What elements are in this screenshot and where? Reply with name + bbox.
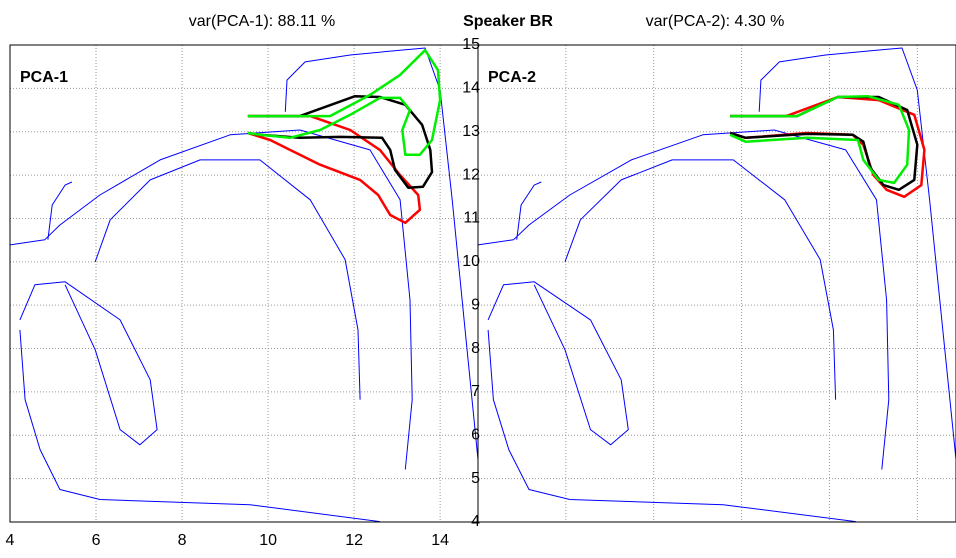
x-tick-label: 10 bbox=[259, 532, 277, 549]
y-tick-label: 9 bbox=[471, 296, 480, 313]
panel-title: PCA-2 bbox=[488, 69, 536, 86]
y-tick-label: 15 bbox=[462, 36, 480, 53]
x-tick-label: 8 bbox=[178, 532, 187, 549]
y-tick-label: 13 bbox=[462, 123, 480, 140]
panel bbox=[477, 44, 956, 523]
y-tick-label: 4 bbox=[471, 513, 480, 530]
x-tick-label: 14 bbox=[431, 532, 449, 549]
panel-title: PCA-1 bbox=[20, 69, 68, 86]
y-tick-label: 10 bbox=[462, 253, 480, 270]
contour bbox=[729, 94, 911, 185]
panel bbox=[9, 44, 479, 523]
panel-frame bbox=[477, 44, 956, 523]
y-tick-label: 5 bbox=[471, 470, 480, 487]
y-tick-label: 6 bbox=[471, 426, 480, 443]
y-tick-label: 12 bbox=[462, 166, 480, 183]
y-tick-label: 11 bbox=[463, 210, 480, 227]
x-tick-label: 6 bbox=[92, 532, 101, 549]
y-tick-label: 8 bbox=[471, 340, 480, 357]
contour bbox=[247, 94, 434, 189]
subtitle: var(PCA-2): 4.30 % bbox=[646, 13, 785, 30]
contour bbox=[478, 47, 956, 522]
y-tick-label: 14 bbox=[462, 80, 480, 97]
x-tick-label: 12 bbox=[345, 532, 363, 549]
x-tick-label: 4 bbox=[6, 532, 15, 549]
figure-title: Speaker BR bbox=[463, 13, 553, 30]
contour bbox=[247, 48, 442, 156]
subtitle: var(PCA-1): 88.11 % bbox=[189, 13, 335, 30]
contour bbox=[10, 47, 478, 522]
y-tick-label: 7 bbox=[471, 383, 480, 400]
